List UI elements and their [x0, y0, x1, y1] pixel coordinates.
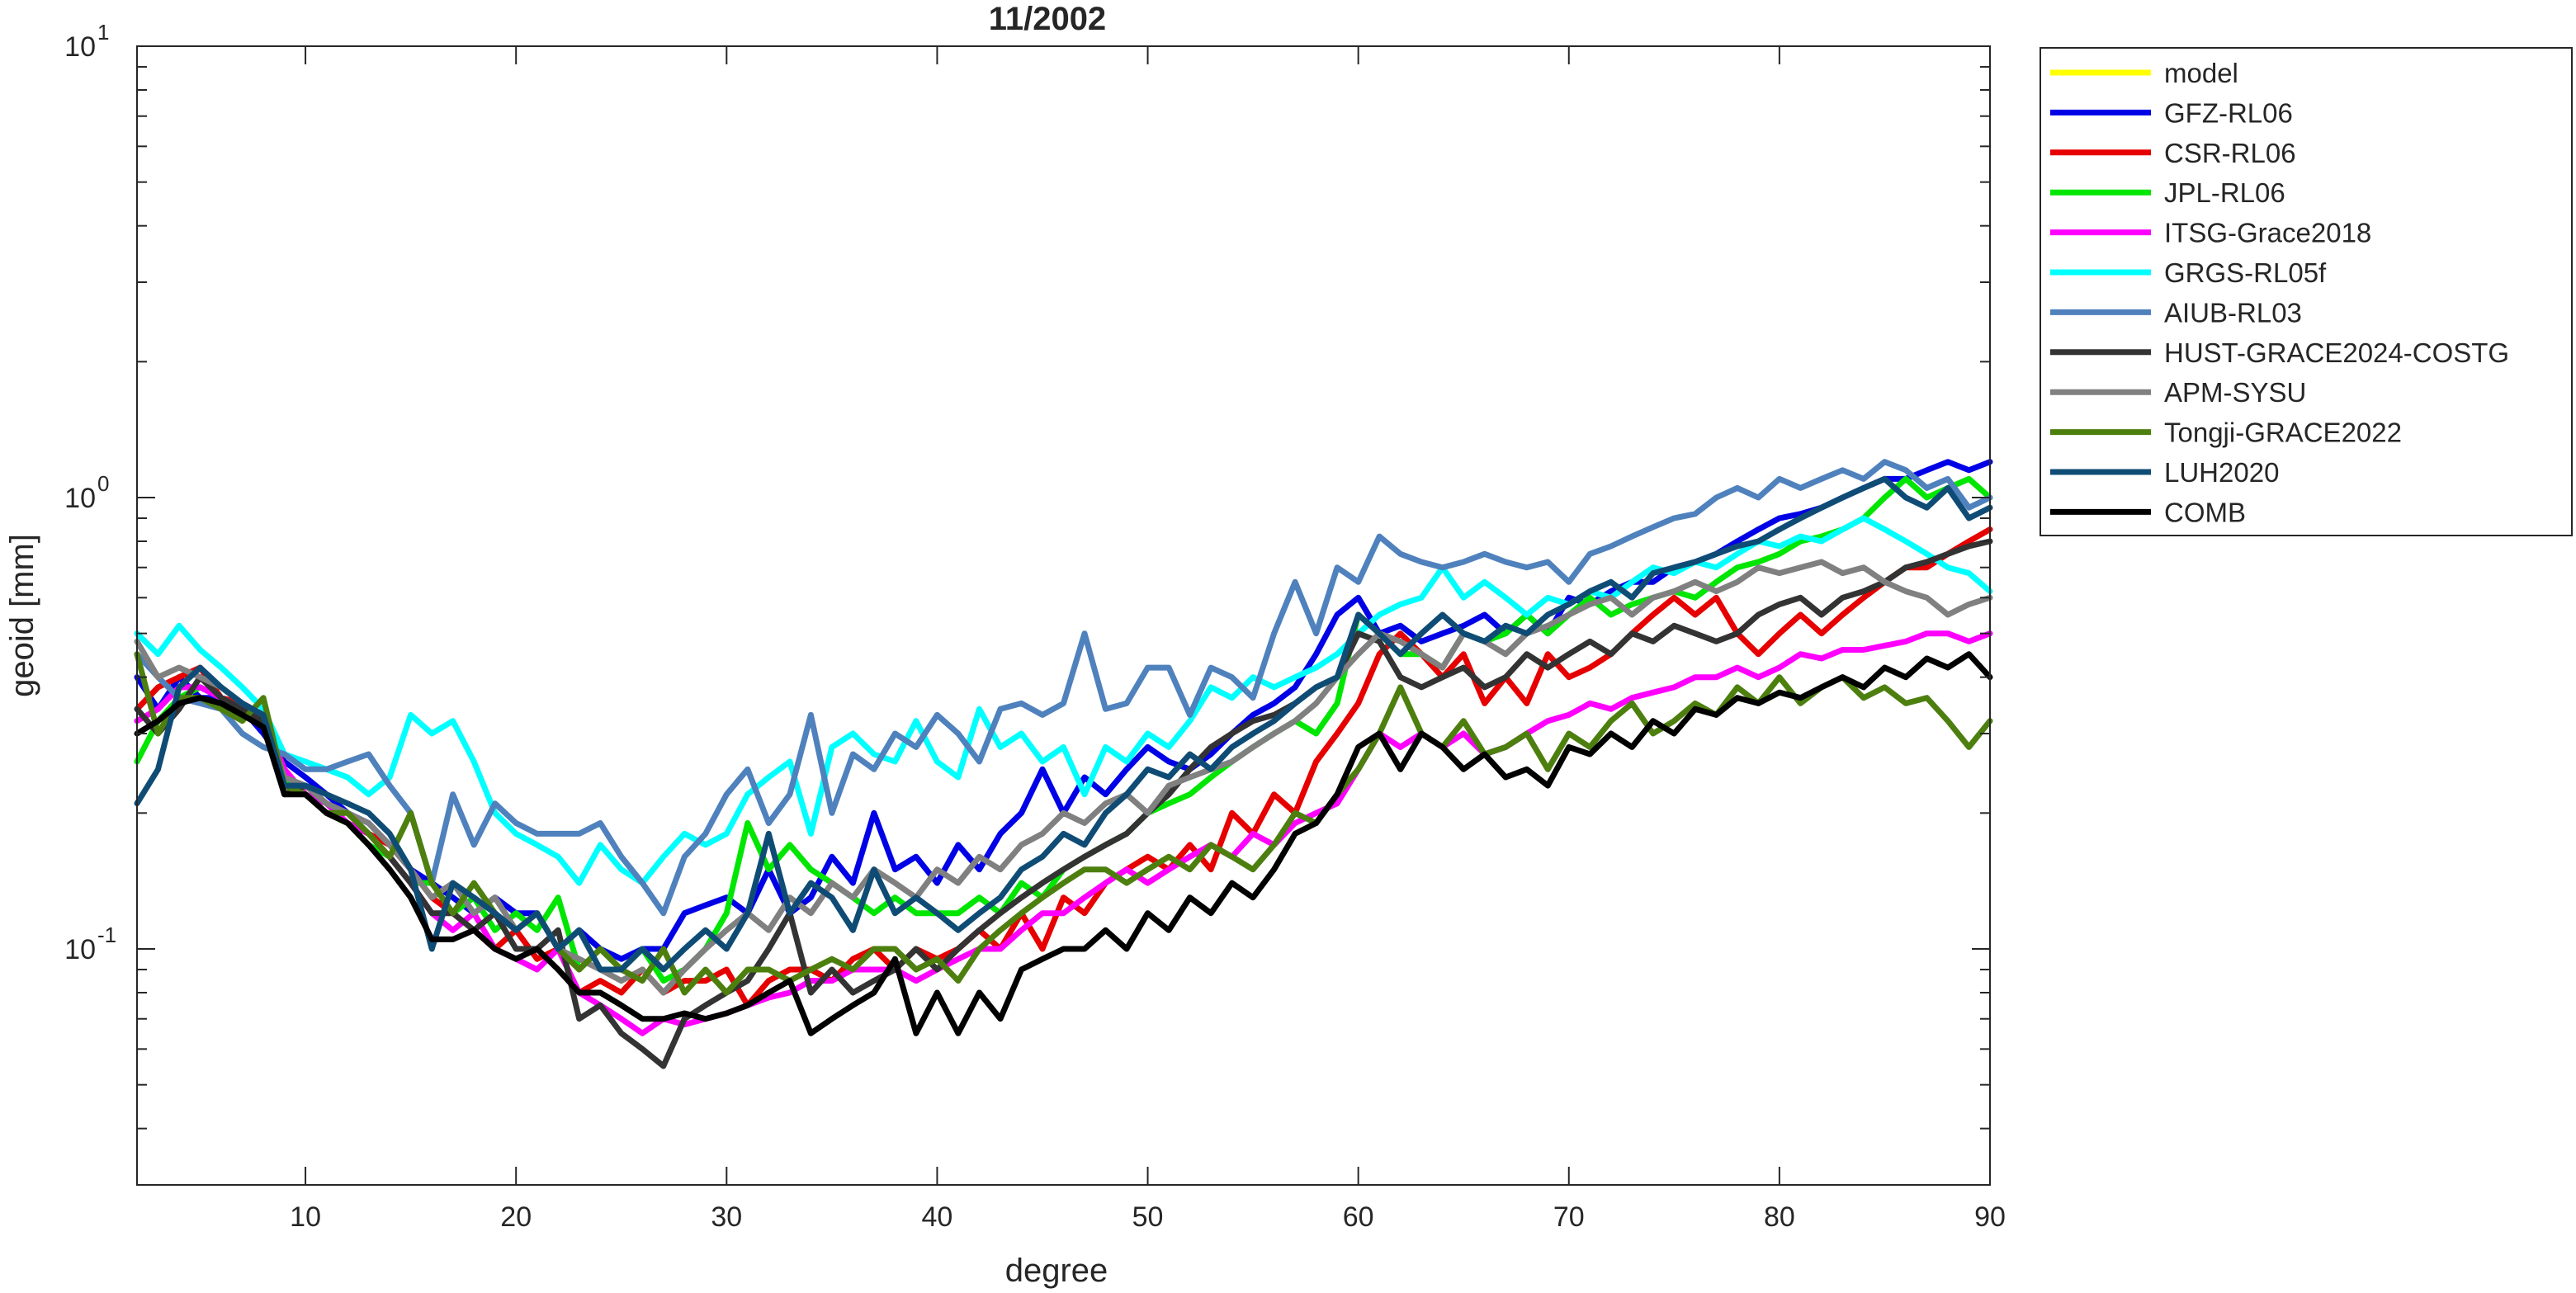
legend-label-4: ITSG-Grace2018 — [2164, 218, 2371, 248]
legend-label-2: CSR-RL06 — [2164, 138, 2296, 168]
chart-title: 11/2002 — [989, 1, 1106, 37]
series-line-5 — [134, 515, 1993, 886]
x-tick-label: 10 — [290, 1201, 321, 1233]
plot-background — [137, 46, 1990, 1185]
x-axis-label: degree — [1005, 1253, 1108, 1289]
series-line-8 — [134, 559, 1993, 996]
x-tick-label: 40 — [922, 1201, 953, 1233]
x-tick-label: 20 — [500, 1201, 532, 1233]
plot-frame — [136, 45, 1991, 1186]
x-tick-label: 80 — [1764, 1201, 1795, 1233]
y-axis-label: geoid [mm] — [4, 534, 40, 697]
x-tick-label: 30 — [711, 1201, 742, 1233]
legend-label-7: HUST-GRACE2024-COSTG — [2164, 337, 2509, 368]
y-tick-exponent: 0 — [97, 471, 109, 496]
legend-label-1: GFZ-RL06 — [2164, 97, 2293, 128]
series-line-10 — [134, 475, 1993, 973]
series-line-11 — [134, 651, 1993, 1036]
legend-label-11: COMB — [2164, 497, 2246, 527]
y-tick-exponent: 1 — [97, 20, 109, 45]
x-tick-label: 50 — [1132, 1201, 1164, 1233]
y-tick-exponent: -1 — [97, 923, 116, 947]
legend-label-8: APM-SYSU — [2164, 377, 2306, 408]
legend-label-10: LUH2020 — [2164, 457, 2279, 488]
legend: model GFZ-RL06 CSR-RL06 JPL-RL06 ITSG-Grace2… — [2040, 47, 2573, 536]
legend-label-0: model — [2164, 58, 2238, 88]
series-layer — [134, 459, 1993, 1069]
legend-label-6: AIUB-RL03 — [2164, 297, 2302, 328]
x-axis-ticks: 10 20 30 40 50 60 70 80 90 — [290, 46, 2006, 1233]
series-line-6 — [134, 459, 1993, 917]
x-tick-label: 60 — [1343, 1201, 1374, 1233]
y-tick-label: 10 — [64, 31, 96, 63]
legend-box — [2040, 47, 2573, 536]
y-tick-label: 10 — [64, 483, 96, 514]
legend-label-3: JPL-RL06 — [2164, 177, 2285, 208]
legend-label-5: GRGS-RL05f — [2164, 257, 2327, 288]
legend-label-9: Tongji-GRACE2022 — [2164, 418, 2402, 448]
x-tick-label: 90 — [1974, 1201, 2006, 1233]
x-tick-label: 70 — [1553, 1201, 1585, 1233]
y-tick-label: 10 — [64, 934, 96, 965]
series-line-4 — [134, 630, 1993, 1036]
